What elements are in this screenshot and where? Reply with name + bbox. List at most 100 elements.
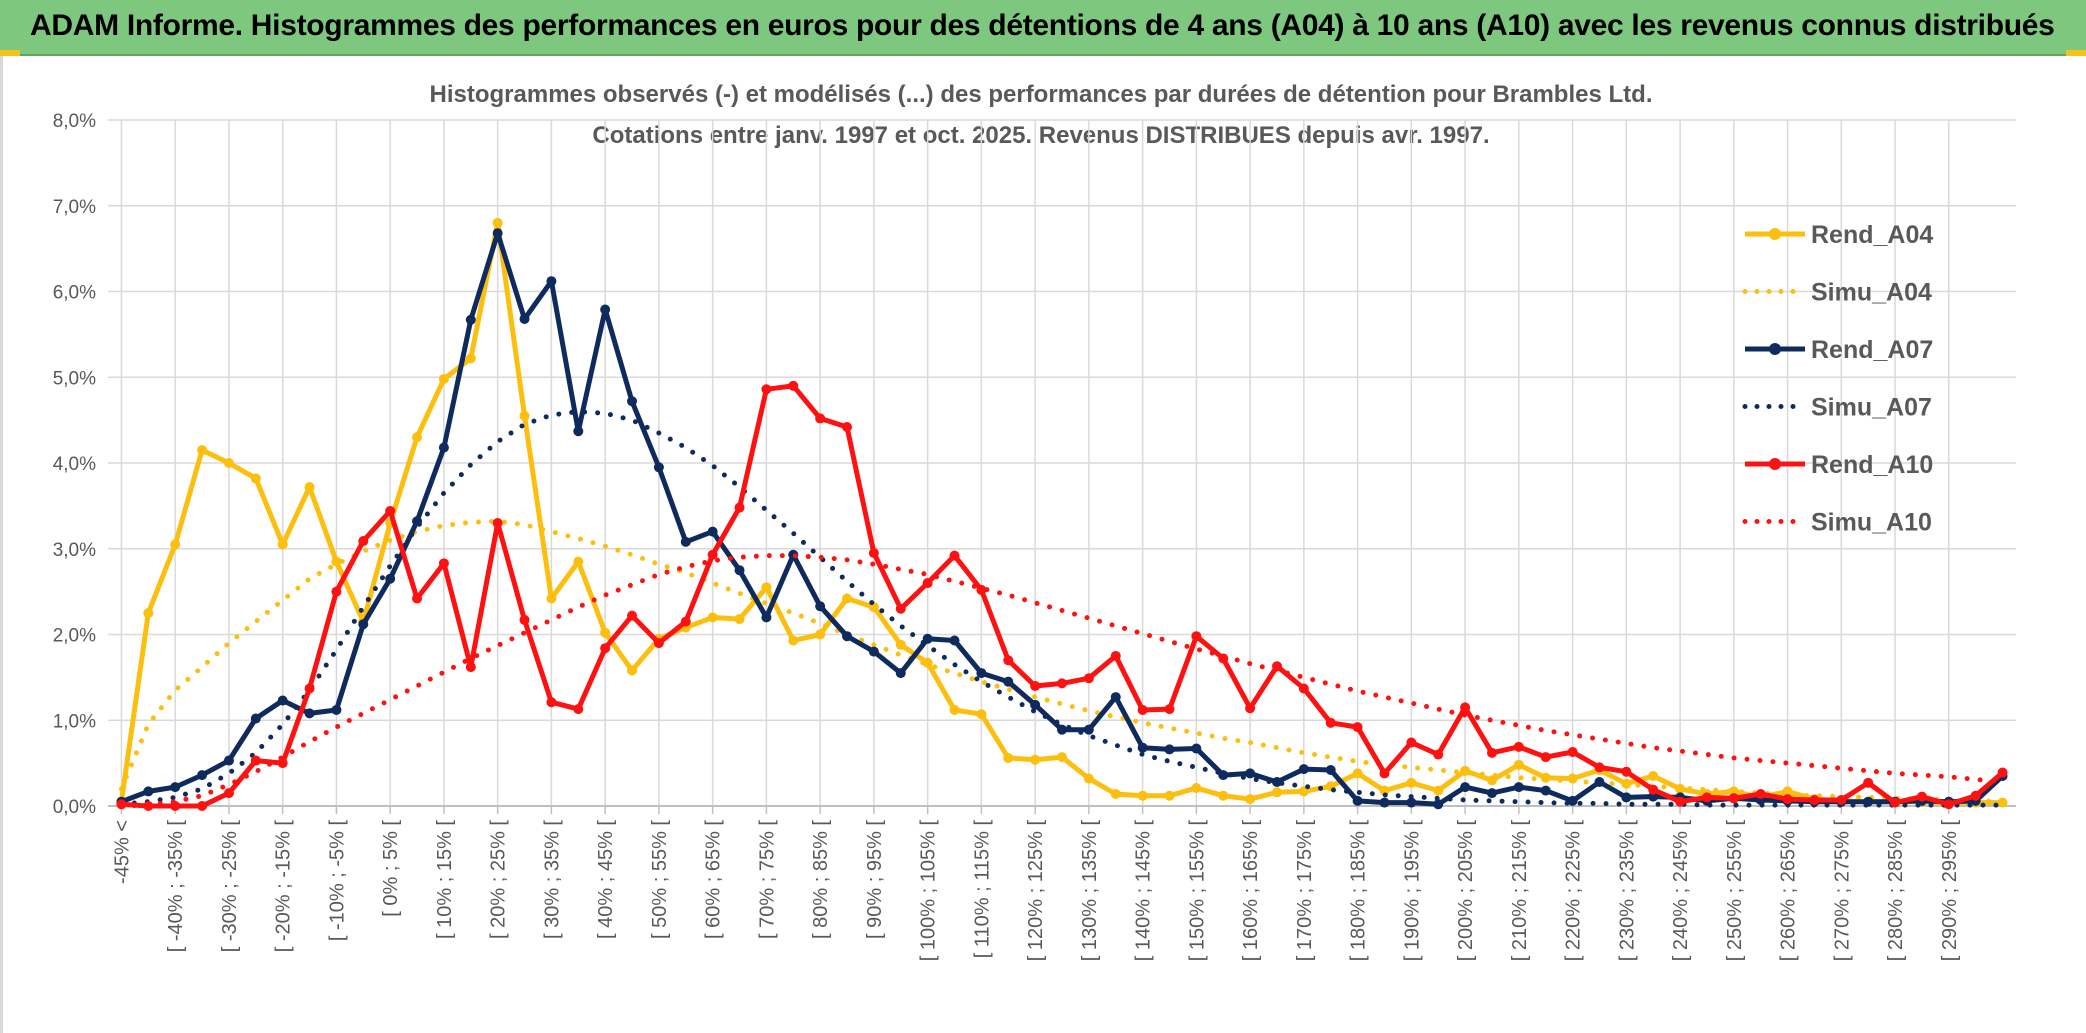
series-lines bbox=[116, 217, 2008, 811]
data-point-rend-a07 bbox=[1030, 699, 1041, 710]
legend-marker-rend-a04 bbox=[1769, 228, 1781, 240]
data-point-rend-a10 bbox=[627, 610, 638, 621]
data-point-rend-a10 bbox=[976, 584, 987, 595]
data-point-rend-a04 bbox=[1137, 790, 1148, 801]
corner-marker-right bbox=[2066, 50, 2086, 56]
x-tick-label: [ 130% ; 135% [ bbox=[1079, 820, 1101, 962]
chart-area: Histogrammes observés (-) et modélisés (… bbox=[0, 56, 2086, 1033]
data-point-rend-a07 bbox=[1164, 744, 1175, 755]
x-tick-label: [ -20% ; -15% [ bbox=[273, 820, 295, 953]
data-point-rend-a10 bbox=[304, 683, 315, 694]
data-point-rend-a07 bbox=[842, 631, 853, 642]
data-point-rend-a04 bbox=[1513, 759, 1524, 770]
x-tick-label: [ 200% ; 205% [ bbox=[1455, 820, 1477, 962]
data-point-rend-a10 bbox=[1083, 673, 1094, 684]
data-point-rend-a04 bbox=[304, 482, 315, 493]
corner-marker-left bbox=[0, 50, 20, 56]
data-point-rend-a04 bbox=[492, 217, 503, 228]
data-point-rend-a04 bbox=[734, 614, 745, 625]
data-point-rend-a07 bbox=[573, 426, 584, 437]
y-tick-label: 4,0% bbox=[53, 454, 96, 475]
data-point-rend-a07 bbox=[546, 276, 557, 287]
x-tick-label: [ 270% ; 275% [ bbox=[1831, 820, 1853, 962]
data-point-rend-a04 bbox=[976, 709, 987, 720]
data-point-rend-a10 bbox=[815, 413, 826, 424]
data-point-rend-a07 bbox=[1567, 795, 1578, 806]
data-point-rend-a04 bbox=[1433, 785, 1444, 796]
data-point-rend-a04 bbox=[223, 458, 234, 468]
data-point-rend-a07 bbox=[680, 536, 691, 547]
data-point-rend-a04 bbox=[1352, 768, 1363, 779]
data-point-rend-a10 bbox=[331, 586, 342, 597]
data-point-rend-a07 bbox=[949, 635, 960, 646]
data-point-rend-a04 bbox=[788, 635, 799, 646]
data-point-rend-a10 bbox=[1890, 797, 1901, 808]
data-point-rend-a04 bbox=[922, 657, 933, 668]
data-point-rend-a10 bbox=[385, 506, 396, 517]
x-tick-label: [ 90% ; 95% [ bbox=[864, 820, 886, 939]
data-point-rend-a07 bbox=[1325, 764, 1336, 775]
data-point-rend-a07 bbox=[385, 573, 396, 584]
data-point-rend-a10 bbox=[1513, 741, 1524, 752]
legend-label-simu-a10: Simu_A10 bbox=[1811, 509, 1932, 537]
data-point-rend-a04 bbox=[519, 410, 530, 421]
data-point-rend-a04 bbox=[895, 639, 906, 650]
data-point-rend-a04 bbox=[331, 556, 342, 567]
y-tick-label: 3,0% bbox=[53, 540, 96, 561]
data-point-rend-a04 bbox=[1728, 786, 1739, 797]
data-point-rend-a10 bbox=[438, 558, 449, 569]
x-tick-label: [ 190% ; 195% [ bbox=[1401, 820, 1423, 962]
data-point-rend-a10 bbox=[519, 614, 530, 625]
y-tick-label: 0,0% bbox=[53, 797, 96, 818]
x-tick-label: [ 260% ; 265% [ bbox=[1778, 820, 1800, 962]
data-point-rend-a10 bbox=[465, 662, 476, 673]
y-tick-label: 1,0% bbox=[53, 711, 96, 732]
x-tick-label: [ 100% ; 105% [ bbox=[918, 820, 940, 962]
data-point-rend-a07 bbox=[976, 668, 987, 679]
data-point-rend-a04 bbox=[1271, 787, 1282, 798]
x-axis-ticks: -45% < [ -40% ; -35% [[ -30% ; -25% [[ -2… bbox=[111, 820, 1960, 962]
y-axis-ticks: 0,0% 1,0% 2,0% 3,0% 4,0% 5,0% 6,0% 7,0% 8,0% bbox=[53, 111, 96, 818]
series-line-rend-a04 bbox=[118, 220, 2003, 806]
y-tick-label: 2,0% bbox=[53, 626, 96, 647]
x-tick-label: [ 70% ; 75% [ bbox=[756, 820, 778, 939]
data-point-rend-a10 bbox=[600, 643, 611, 654]
data-point-rend-a10 bbox=[197, 801, 208, 811]
legend-label-simu-a04: Simu_A04 bbox=[1811, 279, 1932, 307]
legend-label-rend-a04: Rend_A04 bbox=[1811, 221, 1933, 249]
legend: Rend_A04 Simu_A04 Rend_A07 Simu_A07 Rend_A10… bbox=[1742, 221, 1933, 537]
data-point-rend-a07 bbox=[1648, 791, 1659, 802]
data-point-rend-a07 bbox=[653, 462, 664, 473]
data-point-rend-a10 bbox=[277, 758, 288, 769]
page-title: ADAM Informe. Histogrammes des performan… bbox=[30, 9, 2055, 42]
x-tick-label: [ -40% ; -35% [ bbox=[165, 820, 187, 953]
data-point-rend-a07 bbox=[600, 304, 611, 315]
data-point-rend-a04 bbox=[277, 539, 288, 550]
data-point-rend-a04 bbox=[815, 629, 826, 640]
data-point-rend-a10 bbox=[1433, 749, 1444, 760]
data-point-rend-a04 bbox=[1648, 770, 1659, 781]
data-point-rend-a07 bbox=[223, 755, 234, 766]
data-point-rend-a10 bbox=[1540, 752, 1551, 763]
data-point-rend-a07 bbox=[197, 770, 208, 781]
data-point-rend-a10 bbox=[949, 550, 960, 561]
data-point-rend-a04 bbox=[627, 665, 638, 676]
data-point-rend-a07 bbox=[734, 565, 745, 576]
gridlines bbox=[108, 119, 2016, 814]
data-point-rend-a10 bbox=[1675, 796, 1686, 807]
data-point-rend-a07 bbox=[1540, 785, 1551, 796]
data-point-rend-a04 bbox=[143, 608, 154, 619]
data-point-rend-a10 bbox=[223, 788, 234, 799]
data-point-rend-a10 bbox=[922, 578, 933, 589]
data-point-rend-a07 bbox=[1191, 743, 1202, 754]
data-point-rend-a10 bbox=[761, 384, 772, 395]
data-point-rend-a07 bbox=[1137, 742, 1148, 753]
legend-marker-rend-a07 bbox=[1769, 343, 1781, 355]
chart-title-line1: Histogrammes observés (-) et modélisés (… bbox=[430, 81, 1653, 108]
y-tick-label: 5,0% bbox=[53, 368, 96, 389]
data-point-rend-a07 bbox=[1406, 797, 1417, 808]
series-line-rend-a10 bbox=[121, 383, 2005, 809]
data-point-rend-a07 bbox=[438, 442, 449, 453]
x-tick-label: [ 150% ; 155% [ bbox=[1186, 820, 1208, 962]
banner: ADAM Informe. Histogrammes des performan… bbox=[0, 0, 2086, 56]
